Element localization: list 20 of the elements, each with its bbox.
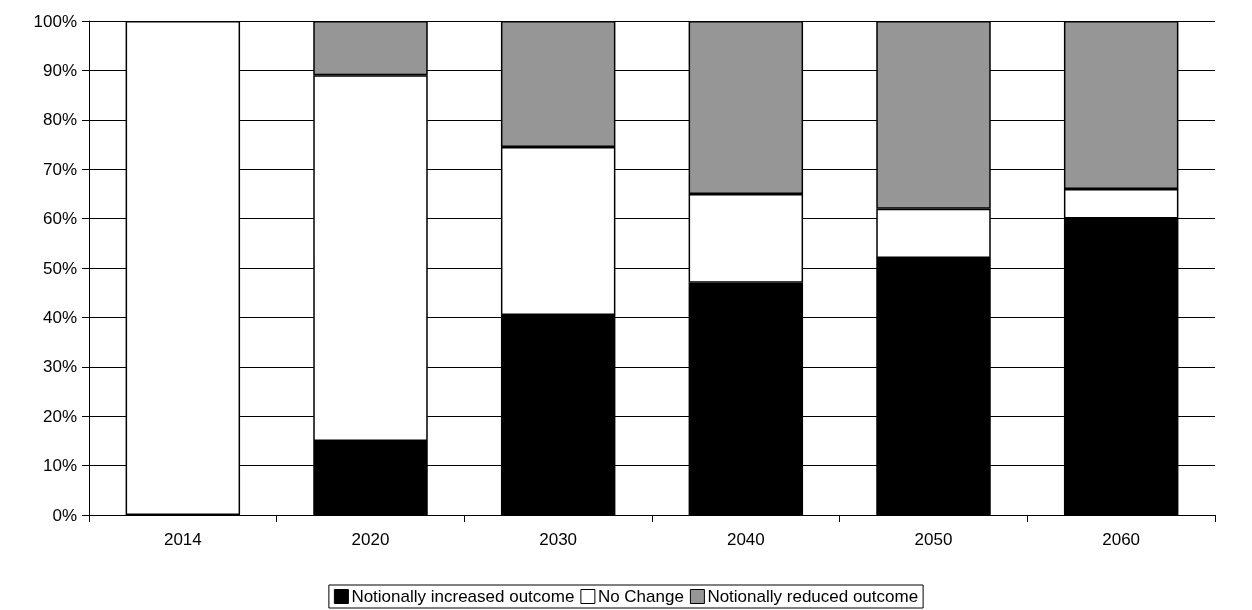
x-tick-label: 2040 — [726, 530, 765, 549]
y-tick-label: 10% — [42, 456, 77, 476]
x-tick-label: 2020 — [351, 530, 390, 549]
x-tick-label: 2060 — [1102, 530, 1141, 549]
y-tick-label: 80% — [42, 110, 77, 130]
y-tick-label: 70% — [42, 159, 77, 179]
legend-label: Notionally reduced outcome — [707, 587, 919, 606]
y-tick-label: 100% — [33, 11, 77, 31]
y-tick-label: 60% — [42, 209, 77, 229]
y-tick-label: 50% — [42, 258, 77, 278]
legend-label: Notionally increased outcome — [351, 587, 575, 606]
x-tick-label: 2050 — [914, 530, 953, 549]
x-tick-label: 2014 — [163, 530, 202, 549]
y-tick-label: 20% — [42, 406, 77, 426]
legend-label: No Change — [597, 587, 684, 606]
y-tick-label: 40% — [42, 307, 77, 327]
x-tick-label: 2030 — [539, 530, 578, 549]
y-tick-label: 30% — [42, 357, 77, 377]
y-tick-label: 90% — [42, 60, 77, 80]
y-tick-label: 0% — [52, 505, 77, 525]
